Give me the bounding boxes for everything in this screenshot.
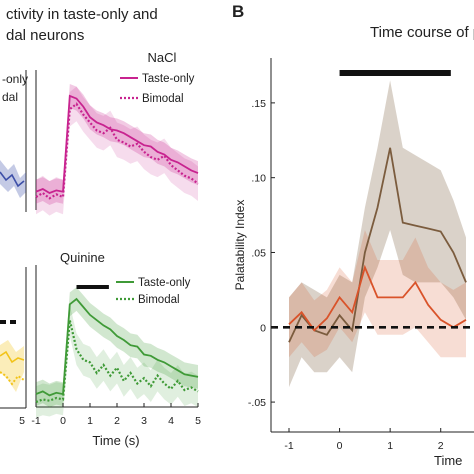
nacl-legend-label-2: Bimodal xyxy=(142,93,184,105)
partial-x-tick: 5 xyxy=(19,415,25,427)
quinine-band-1 xyxy=(36,287,198,408)
b-x-tick-label: 2 xyxy=(438,440,444,452)
b-y-tick-label: .15 xyxy=(251,98,266,110)
panel-b-title: Time course of pa xyxy=(370,24,474,41)
quinine-title: Quinine xyxy=(60,250,105,265)
panel-b-xlabel: Time xyxy=(434,453,462,468)
nacl-title: NaCl xyxy=(148,50,177,65)
b-x-tick-label: 0 xyxy=(337,440,343,452)
partial-line-yellow-1 xyxy=(0,350,25,364)
b-line-2 xyxy=(288,264,467,332)
quinine-x-tick-label: 1 xyxy=(87,415,93,427)
subplot-quinine: Quinine Taste-only Bimodal -1 0 1 2 3 4 5 Time… xyxy=(31,250,201,448)
panel-a-title-line1: ctivity in taste-only and xyxy=(6,6,158,23)
b-y-tick-label: .10 xyxy=(251,173,266,185)
partial-band-blue xyxy=(0,160,26,198)
quinine-legend-label-2: Bimodal xyxy=(138,294,180,306)
panel-a-title-line2: dal neurons xyxy=(6,27,84,44)
panel-b: B Time course of pa Palatability Index .… xyxy=(232,2,474,468)
partial-line-yellow-2 xyxy=(0,371,25,386)
quinine-x-tick-label: 5 xyxy=(195,415,201,427)
partial-legend-top-1: -only xyxy=(2,72,28,86)
quinine-x-tick-label: 0 xyxy=(60,415,66,427)
quinine-line-2 xyxy=(35,319,199,404)
b-x-tick-label: -1 xyxy=(284,440,293,452)
panel-b-label: B xyxy=(232,2,244,21)
quinine-x-tick-label: 3 xyxy=(141,415,147,427)
nacl-legend-label-1: Taste-only xyxy=(142,73,195,85)
nacl-band-2 xyxy=(36,86,198,216)
b-y-tick-label: -.05 xyxy=(248,397,266,409)
quinine-legend-label-1: Taste-only xyxy=(138,277,191,289)
b-line-1 xyxy=(288,147,467,343)
quinine-x-tick-label: -1 xyxy=(31,415,40,427)
quinine-x-tick-label: 2 xyxy=(114,415,120,427)
partial-legend-top-2: dal xyxy=(2,90,18,104)
b-y-tick-label: .05 xyxy=(251,247,266,259)
quinine-x-tick-label: 4 xyxy=(168,415,174,427)
b-x-tick-label: 1 xyxy=(387,440,393,452)
subplot-nacl: NaCl Taste-only Bimodal xyxy=(35,50,199,216)
quinine-band-2 xyxy=(36,304,198,418)
panel-b-ylabel: Palatability Index xyxy=(233,200,247,291)
b-y-tick-label: 0 xyxy=(260,322,266,334)
b-band-1 xyxy=(289,80,466,388)
panel-a-xlabel: Time (s) xyxy=(92,433,139,448)
left-partial-column: -only dal 5 xyxy=(0,70,28,427)
partial-line-blue xyxy=(0,171,25,188)
